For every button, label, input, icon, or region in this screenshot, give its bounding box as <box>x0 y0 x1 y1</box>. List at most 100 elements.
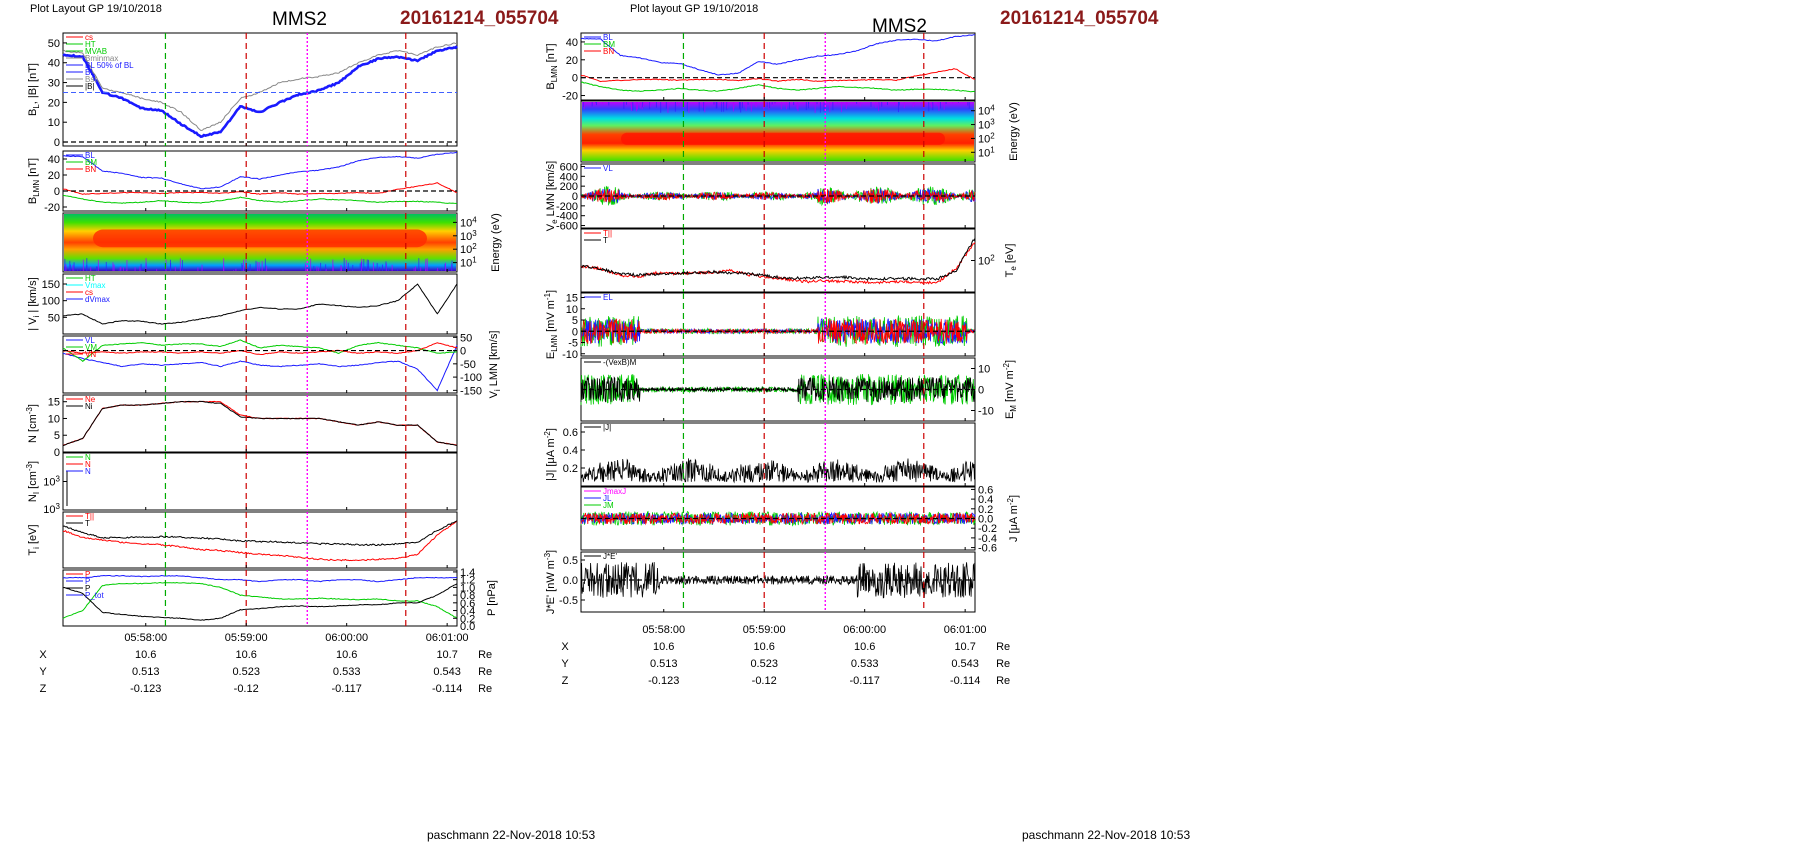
panel-R-8-legend-1: JL <box>603 494 612 503</box>
ephem-value-L-x-1: 10.6 <box>235 649 256 661</box>
panel-R-2-ytick-1: 103 <box>978 118 995 132</box>
panel-L-9-legend-1: P <box>85 577 90 586</box>
ephem-value-R-y-3: 0.543 <box>951 658 979 670</box>
panel-L-5-ylabel: Vi​ LMN [km/s] <box>488 331 502 399</box>
panel-R-3-ytick-4: -200 <box>556 201 578 213</box>
panel-R-7-frame <box>580 422 976 487</box>
panel-L-3-hot-band <box>93 229 427 248</box>
panel-R-8-ytick-3: 0.0 <box>978 514 993 526</box>
panel-L-1-ytick-4: 10 <box>48 117 60 129</box>
panel-R-1-legend-0: BL <box>603 33 613 42</box>
panel-L-2-ylabel: BLMN​ [nT] <box>27 158 41 204</box>
panel-L-9-series-p-b <box>62 583 458 621</box>
panel-L-1-ytick-0: 50 <box>48 38 60 50</box>
panel-L-1-ytick-3: 20 <box>48 97 60 109</box>
panel-R-5-legend-0: EL <box>603 293 613 302</box>
time-tick-L-1: 05:59:00 <box>225 632 268 644</box>
panel-R-8-ytick-2: 0.2 <box>978 504 993 516</box>
panel-R-5-ytick-4: -5 <box>568 338 578 350</box>
ephem-unit-L-y: Re <box>478 666 492 678</box>
panel-R-5-trace-2 <box>580 318 976 345</box>
panel-L-4-legend-2: cs <box>85 288 93 297</box>
panel-L-5-ytick-3: -100 <box>460 372 482 384</box>
panel-R-9-trace-0 <box>580 562 976 599</box>
panel-L-9-ytick-0: 1.4 <box>460 567 475 579</box>
panel-R-5-ytick-3: 0 <box>572 326 578 338</box>
panel-L-5-legend-1: VM <box>85 343 97 352</box>
signature-left: paschmann 22-Nov-2018 10:53 <box>427 828 596 842</box>
time-tick-R-0: 05:58:00 <box>642 624 685 636</box>
ephem-value-L-y-1: 0.523 <box>232 666 260 678</box>
panel-R-1-series-b-l <box>580 34 975 76</box>
panel-L-3-ytick-2: 102 <box>460 242 477 256</box>
ephem-unit-L-x: Re <box>478 649 492 661</box>
panel-L-9-ytick-6: 0.2 <box>460 613 475 625</box>
panel-L-2-series-b-m <box>62 194 458 204</box>
panel-R-8-ylabel: J [μA m-2​] <box>1006 495 1020 542</box>
panel-R-3-legend-0: VL <box>603 164 613 173</box>
ephem-value-L-x-2: 10.6 <box>336 649 357 661</box>
panel-R-7-trace-0 <box>580 458 976 484</box>
panel-R-8-ytick-0: 0.6 <box>978 484 993 496</box>
panel-L-4-ytick-1: 100 <box>42 296 60 308</box>
panel-L-7-ylabel: NI​ [cm-3​] <box>25 461 41 502</box>
panel-R-6-ytick-1: 0 <box>978 385 984 397</box>
panel-R-1-series-b-n <box>580 68 976 83</box>
panel-R-7-ytick-2: 0.2 <box>563 463 578 475</box>
panel-R-1-ytick-0: 40 <box>566 37 578 49</box>
panel-L-5-series-v-m <box>62 339 458 362</box>
ephem-value-L-x-0: 10.6 <box>135 649 156 661</box>
ephem-value-L-z-2: -0.117 <box>331 683 361 695</box>
panel-R-7-ytick-0: 0.6 <box>563 427 578 439</box>
panel-R-3-ytick-3: 0 <box>572 191 578 203</box>
ephem-name-L-z: Z <box>40 683 47 695</box>
panel-L-6-ylabel: N [cm-3​] <box>25 404 39 443</box>
panel-L-5-ytick-0: 50 <box>460 332 472 344</box>
ephem-name-L-y: Y <box>39 666 47 678</box>
panel-R-3-ylabel: Ve​ LMN [km/s] <box>545 161 559 231</box>
panel-R-1-frame <box>580 32 976 101</box>
panel-L-4-ytick-2: 50 <box>48 312 60 324</box>
panel-L-1-legend-2: MVAB <box>85 47 107 56</box>
panel-L-8-series-t-par <box>62 520 458 562</box>
panel-L-7-ytick-0: 103 <box>43 475 60 489</box>
panel-L-9-ytick-3: 0.8 <box>460 590 475 602</box>
panel-R-7-legend-0: |J| <box>603 423 611 432</box>
ephem-value-R-y-0: 0.513 <box>650 658 678 670</box>
panel-R-2-ytick-3: 101 <box>978 145 995 159</box>
panel-R-6-ylabel: EM​ [mV m-2​] <box>1002 360 1018 419</box>
panel-L-2-ytick-3: -20 <box>44 202 60 214</box>
panel-L-9-frame <box>62 569 458 627</box>
panel-L-2-legend-2: BN <box>85 165 96 174</box>
panel-L-1-legend-3: Bminmax <box>85 54 118 63</box>
ephem-value-R-z-1: -0.12 <box>752 675 777 687</box>
spacecraft-title-left: MMS2 <box>272 9 327 30</box>
panel-L-1-legend-0: cs <box>85 33 93 42</box>
panel-L-4-series--vi- <box>62 283 458 325</box>
panel-R-3-ytick-2: 200 <box>560 181 578 193</box>
time-tick-R-3: 06:01:00 <box>944 624 987 636</box>
panel-L-1-series--b- <box>62 42 457 132</box>
panel-R-1-ytick-1: 20 <box>566 55 578 67</box>
panel-L-6-series-ne <box>62 400 458 447</box>
panel-L-5-frame <box>62 335 458 394</box>
panel-R-4-series-t-par <box>580 242 976 285</box>
panel-R-7-ylabel: |J| [μA m-2​] <box>543 428 557 481</box>
ephem-unit-R-x: Re <box>996 641 1010 653</box>
panel-L-5-legend-2: VN <box>85 350 96 359</box>
panel-R-3-trace-2 <box>580 188 976 204</box>
panel-R-3-ytick-1: 400 <box>560 171 578 183</box>
panel-L-3-ytick-1: 103 <box>460 229 477 243</box>
panel-R-5-ytick-0: 15 <box>566 293 578 305</box>
time-tick-L-2: 06:00:00 <box>325 632 368 644</box>
panel-L-8-ylabel: Ti​ [eV] <box>27 524 41 555</box>
time-tick-L-3: 06:01:00 <box>426 632 469 644</box>
panel-L-6-legend-0: Ne <box>85 395 96 404</box>
panel-R-2-frame <box>580 100 976 163</box>
signature-right: paschmann 22-Nov-2018 10:53 <box>1022 828 1191 842</box>
panel-L-9-legend-2: P <box>85 584 90 593</box>
panel-R-4-ylabel: Te​ [eV] <box>1004 244 1018 278</box>
ephem-value-L-y-3: 0.543 <box>433 666 461 678</box>
event-id-right: 20161214_055704 <box>1000 8 1159 29</box>
panel-R-2-ylabel: Energy (eV) <box>1008 102 1020 161</box>
